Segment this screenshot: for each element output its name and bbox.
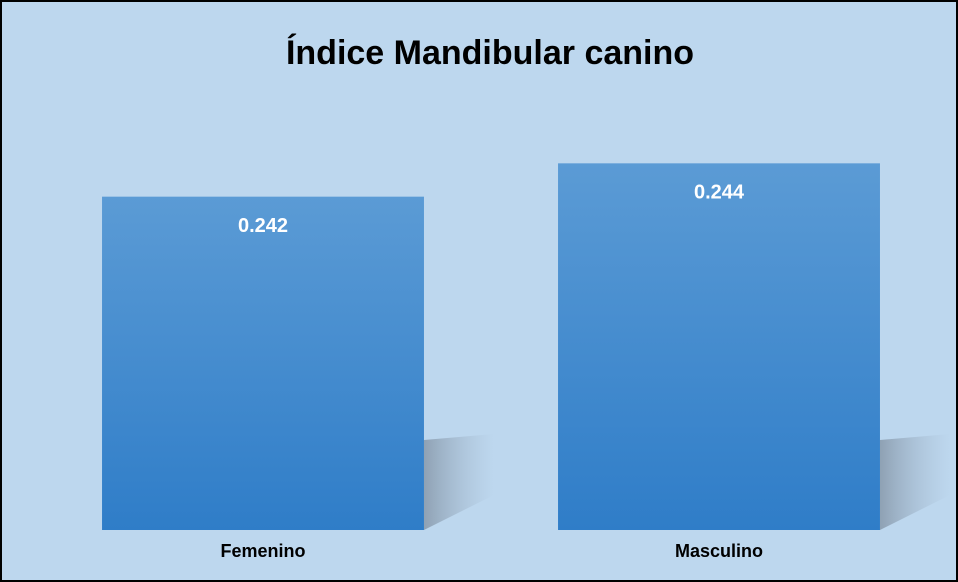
bar <box>558 163 880 531</box>
bar-shadow <box>423 434 494 530</box>
bar-shadow <box>879 434 950 530</box>
x-tick-label: Femenino <box>220 541 305 561</box>
x-tick-label: Masculino <box>675 541 763 561</box>
data-label: 0.242 <box>238 215 288 237</box>
chart-title: Índice Mandibular canino <box>286 34 694 72</box>
data-label: 0.244 <box>694 182 745 204</box>
bar <box>102 196 424 530</box>
